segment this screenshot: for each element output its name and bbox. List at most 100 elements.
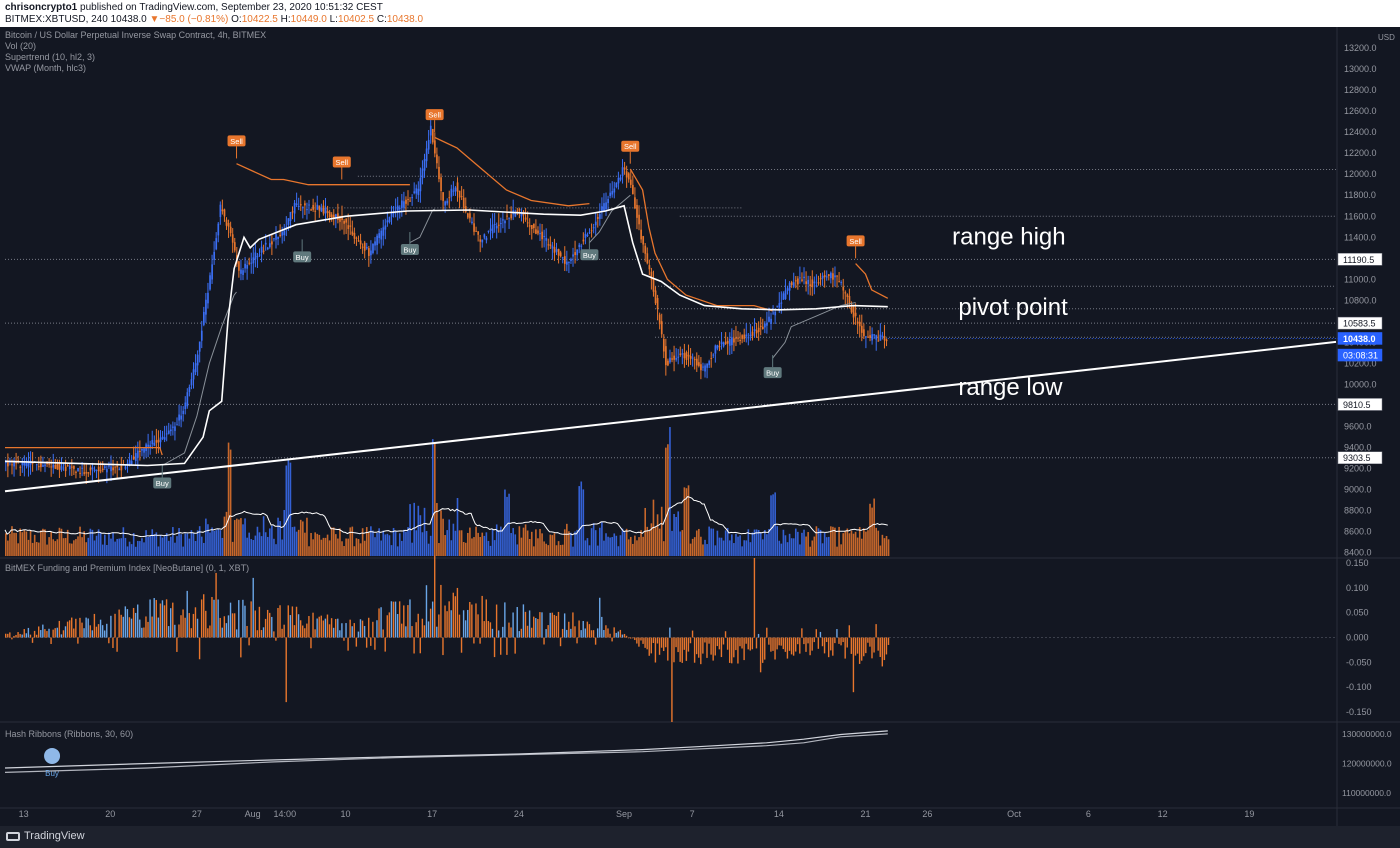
- volume-bar: [691, 538, 694, 556]
- publisher-name[interactable]: chrisoncrypto1: [5, 2, 78, 13]
- funding-bar: [52, 629, 54, 638]
- funding-bar: [85, 617, 87, 638]
- funding-bar: [180, 615, 182, 638]
- supertrend-legend[interactable]: Supertrend (10, hl2, 3): [5, 52, 96, 62]
- candle-body: [335, 214, 337, 219]
- candle-body: [477, 231, 480, 235]
- hash-buy-signal-dot: [44, 747, 61, 764]
- funding-bar: [764, 637, 766, 660]
- candle-body: [662, 338, 665, 352]
- volume-bar: [863, 528, 865, 556]
- volume-bar: [33, 534, 36, 556]
- hash-ribbons-legend[interactable]: Hash Ribbons (Ribbons, 30, 60): [5, 729, 134, 739]
- candle-body: [528, 225, 531, 227]
- candle-body: [813, 281, 816, 284]
- funding-bar: [54, 628, 56, 638]
- candle-body: [702, 366, 704, 368]
- chart-area[interactable]: 8400.0 8600.0 8800.0 9000.0 9200.0 9400.0 9600…: [0, 27, 1400, 826]
- candle-body: [165, 433, 168, 435]
- volume-bar: [170, 536, 172, 556]
- hash-ribbon-line: [4, 733, 888, 773]
- vwap-line: [4, 204, 888, 467]
- funding-bar: [438, 614, 440, 638]
- volume-bar: [29, 530, 32, 556]
- volume-bar: [413, 502, 415, 556]
- funding-bar: [425, 585, 428, 638]
- volume-bar: [462, 542, 465, 556]
- funding-bar: [223, 616, 226, 638]
- candle-body: [153, 442, 156, 446]
- annotations: range high pivot point range low: [952, 224, 1068, 401]
- price-tag-box: [1337, 253, 1383, 266]
- candle-body: [155, 440, 158, 443]
- funding-bar: [722, 637, 725, 645]
- funding-bar: [279, 605, 281, 638]
- funding-bar: [877, 637, 879, 651]
- funding-bar: [101, 625, 104, 638]
- funding-bar: [126, 609, 129, 638]
- funding-bar: [370, 637, 372, 646]
- volume-bar: [427, 543, 430, 556]
- volume-bar: [359, 543, 362, 556]
- candle-body: [481, 239, 484, 243]
- volume-bar: [200, 536, 203, 556]
- volume-bar: [184, 533, 187, 556]
- volume-bar: [749, 542, 752, 556]
- candle-body: [273, 238, 275, 240]
- volume-bar: [638, 537, 640, 556]
- funding-bar: [351, 626, 353, 638]
- volume-legend[interactable]: Vol (20): [5, 41, 37, 51]
- funding-bar: [687, 637, 690, 652]
- tradingview-brand[interactable]: TradingView: [6, 830, 85, 842]
- funding-bar: [293, 625, 296, 638]
- candle-body: [81, 467, 84, 469]
- price-tick-label: 9600.0: [1344, 422, 1372, 432]
- supertrend-line: [161, 291, 237, 466]
- price-change: ▼−85.0 (−0.81%): [149, 14, 229, 25]
- volume-bar: [227, 442, 230, 556]
- ohlc-open-key: O:: [231, 14, 242, 25]
- volume-bar: [819, 529, 822, 556]
- funding-bar: [790, 637, 793, 655]
- volume-bar: [772, 494, 774, 556]
- candle-body: [830, 272, 832, 279]
- candle-body: [196, 354, 199, 366]
- funding-bar: [887, 637, 890, 645]
- funding-tick-label: 0.150: [1346, 558, 1369, 568]
- volume-bar: [487, 540, 490, 556]
- supertrend-line: [409, 208, 435, 244]
- price-tick-label: 10800.0: [1344, 295, 1377, 305]
- volume-bar: [196, 530, 199, 556]
- price-tick-label: 13200.0: [1344, 43, 1377, 53]
- funding-bar: [421, 618, 424, 638]
- funding-bar: [31, 637, 34, 643]
- volume-bar: [209, 532, 211, 556]
- candle-body: [580, 245, 583, 247]
- volume-bar: [642, 536, 644, 556]
- volume-bar: [85, 542, 88, 556]
- volume-bar: [786, 542, 789, 556]
- funding-bar: [122, 616, 124, 638]
- candle-body: [475, 230, 477, 232]
- funding-bar: [170, 608, 172, 638]
- volume-bar: [378, 528, 380, 556]
- candle-body: [745, 334, 748, 337]
- funding-bar: [471, 604, 473, 638]
- funding-bar: [867, 637, 869, 643]
- candle-body: [706, 364, 708, 368]
- chart-canvas[interactable]: 8400.0 8600.0 8800.0 9000.0 9200.0 9400.0 9600…: [0, 27, 1400, 826]
- candle-body: [205, 299, 207, 315]
- instrument-legend[interactable]: Bitcoin / US Dollar Perpetual Inverse Sw…: [5, 30, 267, 40]
- funding-bar: [836, 629, 838, 638]
- funding-bar: [481, 595, 483, 638]
- price-tag-box: [1337, 348, 1383, 362]
- funding-bar: [271, 616, 273, 638]
- funding-bar: [528, 610, 531, 638]
- vwap-legend[interactable]: VWAP (Month, hlc3): [5, 63, 87, 73]
- buy-signal-label: Buy: [583, 251, 596, 260]
- funding-bar: [188, 613, 190, 638]
- funding-bar: [392, 601, 395, 638]
- candle-body: [634, 197, 636, 209]
- candle-body: [330, 214, 333, 218]
- funding-legend[interactable]: BitMEX Funding and Premium Index [NeoBut…: [5, 563, 250, 573]
